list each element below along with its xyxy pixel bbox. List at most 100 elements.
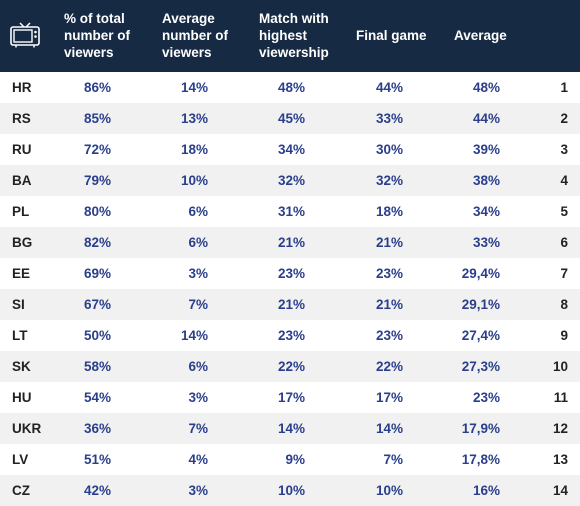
table-row: LT 50% 14% 23% 23% 27,4% 9 [0, 320, 580, 351]
highest-match-value: 23% [277, 266, 305, 281]
average-value: 48% [472, 80, 500, 95]
average-viewers-value: 6% [188, 235, 208, 250]
header-highest-match: Match with highest viewership [259, 11, 329, 60]
final-game-value: 23% [375, 328, 403, 343]
highest-match-value: 34% [277, 142, 305, 157]
highest-match-value: 21% [277, 297, 305, 312]
total-viewers-value: 50% [83, 328, 111, 343]
average-value: 39% [472, 142, 500, 157]
table-header: % of total number of viewers Average num… [0, 0, 580, 72]
total-viewers-value: 58% [83, 359, 111, 374]
average-value: 27,3% [461, 359, 500, 374]
final-game-value: 23% [375, 266, 403, 281]
table-row: LV 51% 4% 9% 7% 17,8% 13 [0, 444, 580, 475]
highest-match-value: 48% [277, 80, 305, 95]
rank-number: 7 [560, 266, 568, 281]
country-code: SK [12, 359, 31, 374]
average-viewers-value: 14% [180, 80, 208, 95]
average-value: 29,4% [461, 266, 500, 281]
country-code: UKR [12, 421, 42, 436]
average-viewers-value: 7% [188, 421, 208, 436]
highest-match-value: 22% [277, 359, 305, 374]
highest-match-value: 9% [285, 452, 305, 467]
final-game-value: 14% [375, 421, 403, 436]
table-row: BG 82% 6% 21% 21% 33% 6 [0, 227, 580, 258]
country-code: SI [12, 297, 25, 312]
average-viewers-value: 3% [188, 266, 208, 281]
average-value: 17,8% [461, 452, 500, 467]
rank-number: 2 [560, 111, 568, 126]
average-viewers-value: 3% [188, 390, 208, 405]
total-viewers-value: 72% [83, 142, 111, 157]
final-game-value: 32% [375, 173, 403, 188]
country-code: BA [12, 173, 32, 188]
rank-number: 12 [552, 421, 568, 436]
country-code: BG [12, 235, 33, 250]
total-viewers-value: 67% [83, 297, 111, 312]
final-game-value: 30% [375, 142, 403, 157]
average-value: 17,9% [461, 421, 500, 436]
total-viewers-value: 36% [83, 421, 111, 436]
rank-number: 14 [552, 483, 568, 498]
table-row: RU 72% 18% 34% 30% 39% 3 [0, 134, 580, 165]
final-game-value: 18% [375, 204, 403, 219]
rank-number: 1 [560, 80, 568, 95]
average-viewers-value: 6% [188, 359, 208, 374]
country-code: CZ [12, 483, 30, 498]
average-value: 34% [472, 204, 500, 219]
table-row: PL 80% 6% 31% 18% 34% 5 [0, 196, 580, 227]
total-viewers-value: 86% [83, 80, 111, 95]
table-row: EE 69% 3% 23% 23% 29,4% 7 [0, 258, 580, 289]
final-game-value: 21% [375, 297, 403, 312]
average-value: 27,4% [461, 328, 500, 343]
final-game-value: 33% [375, 111, 403, 126]
highest-match-value: 17% [277, 390, 305, 405]
rank-number: 4 [560, 173, 568, 188]
total-viewers-value: 54% [83, 390, 111, 405]
highest-match-value: 10% [277, 483, 305, 498]
country-code: HR [12, 80, 32, 95]
average-viewers-value: 14% [180, 328, 208, 343]
average-value: 16% [472, 483, 500, 498]
highest-match-value: 23% [277, 328, 305, 343]
average-value: 23% [472, 390, 500, 405]
average-value: 33% [472, 235, 500, 250]
average-viewers-value: 4% [188, 452, 208, 467]
country-code: HU [12, 390, 32, 405]
average-viewers-value: 13% [180, 111, 208, 126]
country-code: PL [12, 204, 30, 219]
rank-number: 11 [553, 390, 568, 405]
total-viewers-value: 82% [83, 235, 111, 250]
final-game-value: 10% [375, 483, 403, 498]
total-viewers-value: 85% [83, 111, 111, 126]
table-row: HU 54% 3% 17% 17% 23% 11 [0, 382, 580, 413]
average-viewers-value: 6% [188, 204, 208, 219]
header-final-game: Final game [356, 28, 427, 43]
total-viewers-value: 79% [83, 173, 111, 188]
header-average: Average [454, 28, 507, 43]
average-value: 29,1% [461, 297, 500, 312]
country-code: RS [12, 111, 31, 126]
table-row: UKR 36% 7% 14% 14% 17,9% 12 [0, 413, 580, 444]
table-row: SK 58% 6% 22% 22% 27,3% 10 [0, 351, 580, 382]
average-viewers-value: 18% [180, 142, 208, 157]
highest-match-value: 32% [277, 173, 305, 188]
highest-match-value: 45% [277, 111, 305, 126]
rank-number: 3 [560, 142, 568, 157]
country-code: LV [12, 452, 29, 467]
table-row: SI 67% 7% 21% 21% 29,1% 8 [0, 289, 580, 320]
average-value: 44% [472, 111, 500, 126]
header-total-viewers: % of total number of viewers [64, 11, 130, 60]
total-viewers-value: 80% [83, 204, 111, 219]
table-row: CZ 42% 3% 10% 10% 16% 14 [0, 475, 580, 506]
rank-number: 9 [560, 328, 568, 343]
average-viewers-value: 3% [188, 483, 208, 498]
final-game-value: 44% [375, 80, 403, 95]
rank-number: 13 [552, 452, 568, 467]
country-code: RU [12, 142, 32, 157]
average-viewers-value: 10% [180, 173, 208, 188]
final-game-value: 21% [375, 235, 403, 250]
rank-number: 10 [552, 359, 568, 374]
final-game-value: 7% [383, 452, 403, 467]
